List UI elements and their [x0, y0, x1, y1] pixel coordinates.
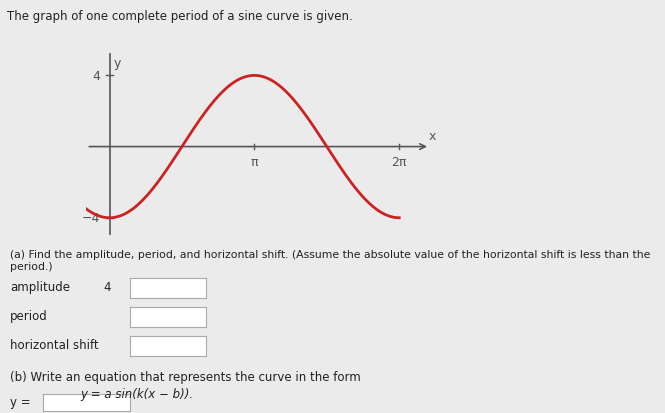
Text: y =: y =: [10, 395, 31, 408]
Text: x: x: [428, 130, 436, 143]
Text: y = a sin(k(x − b)).: y = a sin(k(x − b)).: [80, 387, 193, 400]
Text: (b) Write an equation that represents the curve in the form: (b) Write an equation that represents th…: [10, 370, 360, 382]
Text: 2π: 2π: [392, 156, 407, 169]
Text: 4: 4: [92, 70, 100, 83]
Text: (a) Find the amplitude, period, and horizontal shift. (Assume the absolute value: (a) Find the amplitude, period, and hori…: [10, 250, 650, 271]
Text: amplitude: amplitude: [10, 280, 70, 294]
Text: 4: 4: [103, 280, 110, 294]
Text: horizontal shift: horizontal shift: [10, 338, 98, 351]
Text: π: π: [251, 156, 258, 169]
Text: y: y: [114, 57, 122, 70]
Text: The graph of one complete period of a sine curve is given.: The graph of one complete period of a si…: [7, 10, 352, 23]
Text: period: period: [10, 309, 48, 323]
Text: −4: −4: [82, 212, 100, 225]
